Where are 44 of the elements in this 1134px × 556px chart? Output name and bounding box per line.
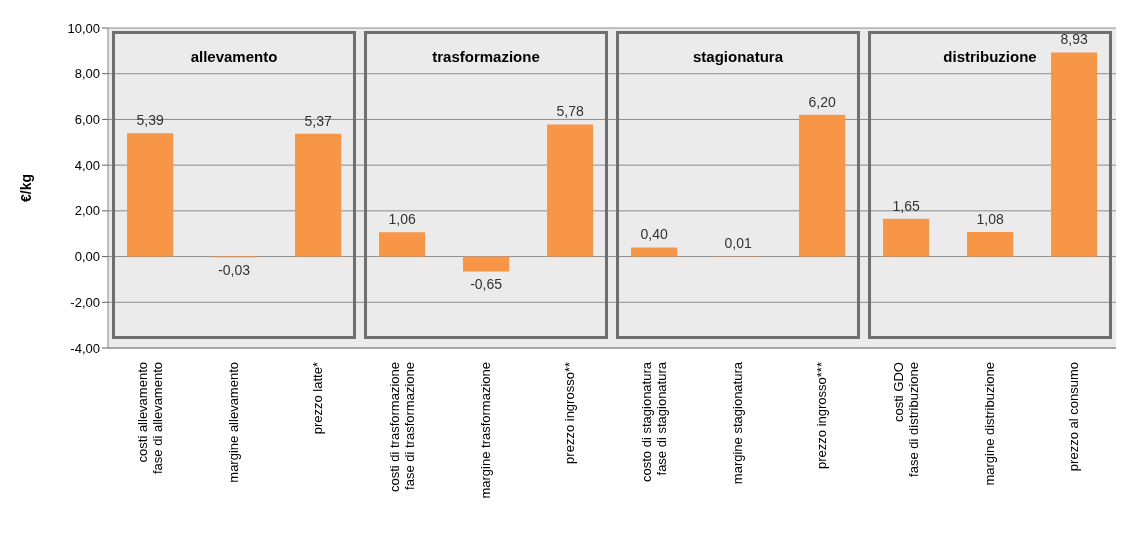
bar bbox=[295, 133, 342, 257]
data-label: 0,01 bbox=[724, 235, 752, 252]
annotation: allevamento bbox=[189, 48, 279, 65]
y-tick-label: 8,00 bbox=[74, 66, 100, 82]
x-tick-label: margine allevamento bbox=[226, 362, 241, 483]
y-tick-label: -4,00 bbox=[70, 340, 100, 356]
data-label: -0,03 bbox=[218, 262, 251, 279]
bar bbox=[883, 218, 930, 257]
x-tick-label: costi allevamento fase di allevamento bbox=[134, 362, 165, 475]
data-label: 8,93 bbox=[1060, 31, 1088, 48]
bar bbox=[547, 124, 594, 257]
data-label: 1,65 bbox=[892, 197, 920, 214]
annotation: distribuzione bbox=[942, 48, 1038, 65]
x-tick-label: margine stagionatura bbox=[730, 361, 745, 485]
x-tick-label: margine trasformazione bbox=[478, 362, 493, 499]
y-tick-label: -2,00 bbox=[70, 294, 100, 310]
data-label: 1,06 bbox=[388, 211, 416, 228]
y-tick-label: 0,00 bbox=[74, 249, 100, 265]
bar bbox=[799, 114, 846, 257]
y-tick-label: 4,00 bbox=[74, 157, 100, 173]
x-tick-label: prezzo al consumo bbox=[1066, 362, 1081, 472]
data-label: 0,40 bbox=[640, 226, 668, 243]
bar bbox=[631, 247, 678, 257]
x-tick-label: prezzo latte* bbox=[310, 362, 325, 435]
data-label: 5,39 bbox=[136, 112, 164, 129]
x-tick-label: prezzo ingrosso*** bbox=[814, 362, 829, 469]
data-label: -0,65 bbox=[470, 276, 503, 293]
data-label: 1,08 bbox=[976, 210, 1004, 227]
bar bbox=[127, 133, 174, 257]
y-tick-label: 2,00 bbox=[74, 203, 100, 219]
x-tick-label: margine distribuzione bbox=[982, 362, 997, 486]
y-tick-label: 10,00 bbox=[67, 20, 100, 36]
y-axis-title: €/kg bbox=[17, 173, 34, 203]
data-label: 5,37 bbox=[304, 112, 332, 129]
annotation: trasformazione bbox=[431, 48, 541, 65]
data-label: 6,20 bbox=[808, 93, 836, 110]
bar bbox=[379, 232, 426, 257]
bar bbox=[967, 231, 1014, 257]
bar bbox=[463, 256, 510, 272]
bar bbox=[1051, 52, 1098, 257]
y-tick-label: 6,00 bbox=[74, 112, 100, 128]
annotation: stagionatura bbox=[692, 48, 784, 65]
data-label: 5,78 bbox=[556, 103, 584, 120]
x-tick-label: prezzo ingrosso** bbox=[562, 362, 577, 464]
